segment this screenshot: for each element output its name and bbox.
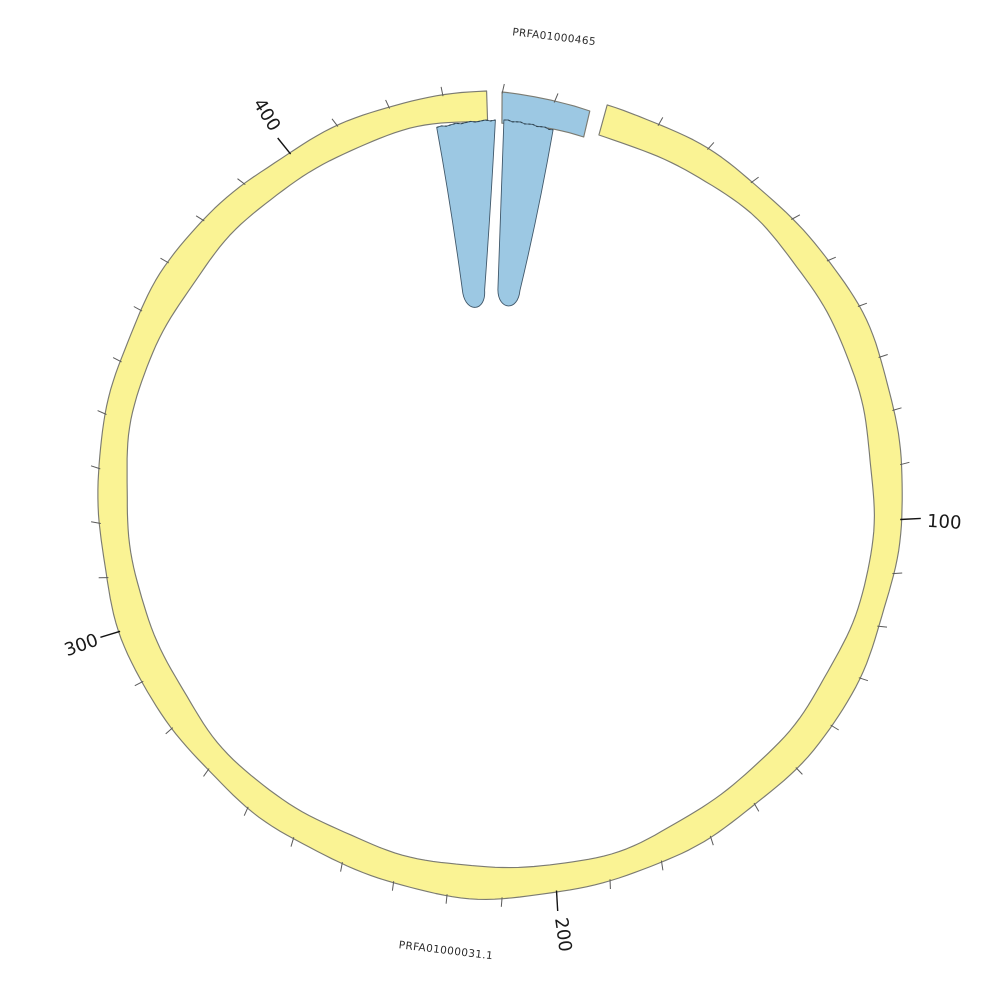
minor-tick-210 bbox=[500, 897, 503, 907]
minor-tick-10 bbox=[553, 93, 559, 103]
minor-tick-390 bbox=[237, 178, 246, 185]
major-tick-300 bbox=[100, 630, 121, 638]
axis-tick-label-300: 300 bbox=[62, 630, 101, 661]
minor-tick-420 bbox=[385, 99, 391, 109]
minor-tick-220 bbox=[445, 894, 448, 904]
minor-tick-110 bbox=[892, 572, 903, 575]
minor-tick-380 bbox=[195, 215, 205, 222]
minor-tick-250 bbox=[290, 837, 295, 847]
minor-tick-120 bbox=[877, 625, 888, 628]
alignment-ribbon-right bbox=[497, 119, 554, 307]
minor-tick-0 bbox=[501, 83, 505, 94]
minor-tick-290 bbox=[134, 680, 144, 687]
minor-tick-240 bbox=[340, 862, 343, 872]
minor-tick-20 bbox=[707, 142, 715, 150]
minor-tick-180 bbox=[660, 860, 664, 871]
alignment-ribbon-right-rim-edge bbox=[503, 119, 554, 131]
alignment-ribbon-left bbox=[436, 119, 496, 308]
minor-tick-270 bbox=[203, 768, 210, 777]
minor-tick-170 bbox=[709, 835, 714, 846]
major-tick-100 bbox=[900, 517, 921, 521]
sector-label-0: PRFA01000031.1 bbox=[398, 939, 494, 962]
minor-tick-350 bbox=[112, 357, 122, 363]
axis-tick-label-200: 200 bbox=[550, 916, 576, 953]
major-tick-200 bbox=[555, 890, 559, 912]
minor-tick-50 bbox=[826, 256, 836, 262]
minor-tick-150 bbox=[795, 767, 803, 775]
alignment-ribbon-left-rim-edge bbox=[436, 119, 496, 128]
minor-tick-370 bbox=[160, 257, 170, 264]
minor-tick-410 bbox=[331, 118, 339, 127]
minor-tick-360 bbox=[133, 306, 143, 312]
sector-label-1: PRFA01000465 bbox=[512, 26, 597, 48]
minor-tick-330 bbox=[90, 465, 101, 470]
major-tick-400 bbox=[277, 137, 292, 155]
minor-tick-140 bbox=[830, 724, 839, 731]
minor-tick-30 bbox=[750, 176, 759, 184]
sector-band-0 bbox=[97, 90, 903, 900]
minor-tick-10 bbox=[657, 117, 664, 126]
axis-tick-label-100: 100 bbox=[926, 511, 962, 534]
minor-tick-90 bbox=[899, 461, 910, 466]
minor-tick-130 bbox=[858, 677, 869, 682]
minor-tick-320 bbox=[91, 521, 101, 524]
axis-tick-label-400: 400 bbox=[249, 95, 285, 135]
minor-tick-260 bbox=[243, 806, 249, 816]
minor-tick-160 bbox=[753, 802, 760, 812]
minor-tick-60 bbox=[857, 302, 868, 307]
minor-tick-280 bbox=[165, 727, 174, 735]
minor-tick-40 bbox=[791, 214, 801, 220]
minor-tick-430 bbox=[440, 86, 444, 97]
minor-tick-230 bbox=[391, 881, 395, 891]
minor-tick-70 bbox=[878, 354, 888, 358]
minor-tick-340 bbox=[97, 410, 107, 415]
minor-tick-80 bbox=[892, 407, 902, 411]
